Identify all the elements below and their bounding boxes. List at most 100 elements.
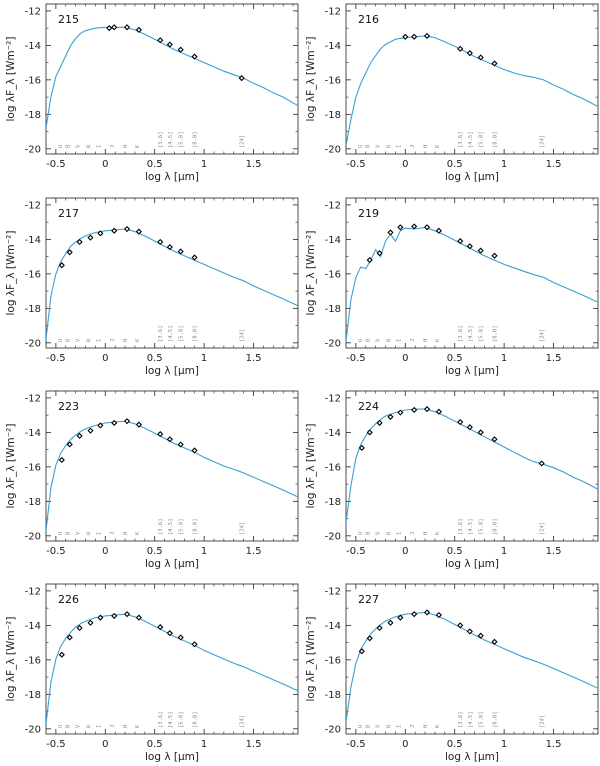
irac-band-label: [8.0] — [193, 518, 199, 535]
photometry-point — [123, 611, 131, 618]
x-tick-label: 1 — [501, 159, 507, 170]
band-label: U — [58, 725, 64, 728]
x-tick-label: 0 — [102, 353, 108, 364]
band-label: H — [123, 339, 129, 342]
plot-frame — [345, 197, 599, 349]
x-tick-label: 1.5 — [246, 159, 262, 170]
y-tick-label: -12 — [325, 586, 341, 597]
photometry-point — [538, 460, 545, 467]
photometry-point — [387, 619, 394, 626]
photometry-point — [411, 406, 418, 414]
sed-panel-223: -0.5 0 0.5 1 1.5 -20 -18 -16 -14 -12 log λ [μm] log… — [5, 390, 299, 570]
y-tick-label: -16 — [325, 462, 341, 473]
band-label: V — [376, 531, 382, 535]
irac-band-label: [8.0] — [493, 518, 499, 535]
irac-band-label: [5.8] — [179, 131, 185, 148]
x-tick-label: -0.5 — [46, 546, 66, 557]
y-tick-label: -16 — [25, 655, 41, 666]
photometry-point — [466, 424, 473, 431]
mips-band-label: [24] — [540, 329, 546, 342]
photometry-point — [177, 441, 184, 448]
photometry-point — [376, 250, 383, 257]
sed-panel-217: -0.5 0 0.5 1 1.5 -20 -18 -16 -14 -12 log λ [μm] log… — [5, 197, 299, 377]
band-label: B — [66, 531, 72, 535]
photometry-point — [477, 632, 484, 639]
x-axis-label: log λ [μm] — [145, 558, 199, 570]
photometry-point — [366, 429, 373, 436]
y-tick-label: -16 — [325, 269, 341, 280]
photometry-point — [387, 413, 394, 420]
irac-band-label: [5.8] — [179, 325, 185, 342]
photometry-point — [477, 429, 484, 436]
photometry-point — [423, 406, 431, 413]
x-tick-label: 0.5 — [447, 159, 463, 170]
band-label: K — [135, 724, 141, 728]
x-tick-label: 0.5 — [447, 353, 463, 364]
photometry-point — [423, 224, 431, 231]
band-label: J — [410, 725, 416, 728]
irac-band-label: [5.8] — [479, 711, 485, 728]
x-axis-label: log λ [μm] — [445, 558, 499, 570]
y-axis-label: log λF_λ [Wm⁻²] — [305, 617, 317, 702]
x-tick-label: 0 — [102, 739, 108, 750]
mips-band-label: [24] — [540, 715, 546, 728]
model-sed-line — [46, 26, 298, 129]
band-label: J — [110, 532, 116, 535]
band-label: B — [366, 724, 372, 728]
photometry-point — [66, 441, 73, 448]
x-tick-label: 1.5 — [546, 739, 562, 750]
band-label: R — [86, 338, 92, 342]
photometry-point — [457, 622, 464, 629]
photometry-point — [402, 33, 409, 40]
mips-band-label: [24] — [540, 522, 546, 535]
photometry-point — [191, 447, 198, 454]
photometry-point — [387, 229, 394, 236]
irac-band-label: [5.8] — [479, 131, 485, 148]
band-label: I — [96, 725, 102, 728]
photometry-point — [466, 50, 473, 57]
photometry-point — [135, 421, 142, 428]
panel-id: 215 — [58, 13, 79, 26]
x-tick-label: 0.5 — [147, 353, 163, 364]
irac-band-label: [4.5] — [168, 131, 174, 148]
x-axis-label: log λ [μm] — [445, 365, 499, 377]
x-tick-label: 0.5 — [447, 546, 463, 557]
sed-panel-219: -0.5 0 0.5 1 1.5 -20 -18 -16 -14 -12 log λ [μm] log… — [305, 197, 599, 377]
photometry-point — [423, 609, 431, 616]
irac-band-label: [4.5] — [168, 711, 174, 728]
irac-band-label: [3.6] — [158, 711, 164, 728]
photometry-point — [111, 227, 118, 234]
photometry-point — [358, 444, 365, 451]
band-label: J — [110, 725, 116, 728]
x-tick-label: 1.5 — [546, 546, 562, 557]
band-label: U — [358, 339, 364, 342]
sed-panel-215: -0.5 0 0.5 1 1.5 -20 -18 -16 -14 -12 log λ [μm] log… — [5, 3, 299, 183]
band-label: J — [410, 532, 416, 535]
photometry-point — [87, 619, 94, 626]
photometry-point — [58, 262, 65, 269]
band-label: H — [423, 532, 429, 535]
y-tick-label: -20 — [325, 531, 341, 542]
band-label: B — [66, 338, 72, 342]
band-label: K — [435, 531, 441, 535]
irac-band-label: [8.0] — [493, 711, 499, 728]
photometry-point — [111, 612, 118, 619]
plot-frame — [45, 197, 299, 349]
irac-band-label: [4.5] — [468, 518, 474, 535]
y-tick-label: -18 — [25, 690, 41, 701]
band-label: R — [386, 724, 392, 728]
band-label: R — [386, 144, 392, 148]
band-label: V — [376, 338, 382, 342]
band-label: I — [396, 725, 402, 728]
photometry-point — [423, 32, 431, 39]
band-label: J — [410, 339, 416, 342]
x-tick-label: -0.5 — [46, 353, 66, 364]
y-tick-label: -16 — [25, 462, 41, 473]
band-label: U — [58, 339, 64, 342]
irac-band-label: [4.5] — [468, 131, 474, 148]
x-tick-label: 1.5 — [246, 353, 262, 364]
band-label: J — [110, 339, 116, 342]
photometry-point — [87, 427, 94, 434]
y-tick-label: -12 — [325, 393, 341, 404]
model-sed-line — [46, 613, 298, 724]
